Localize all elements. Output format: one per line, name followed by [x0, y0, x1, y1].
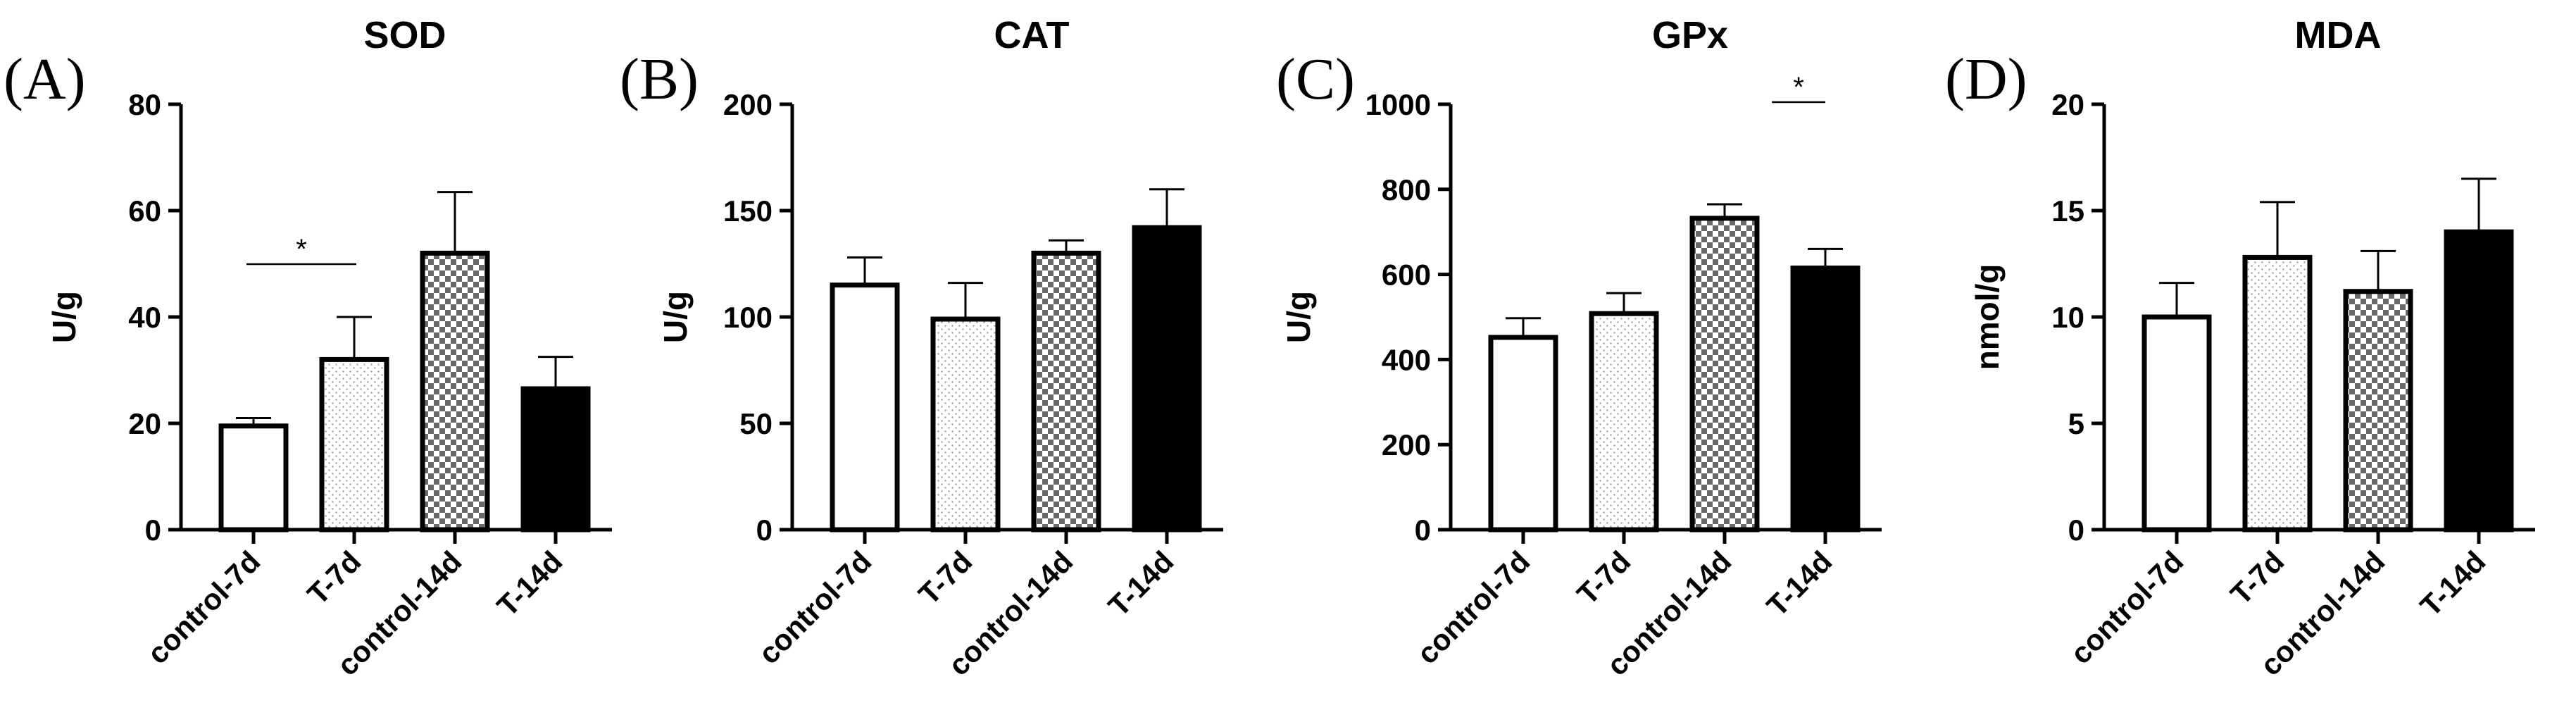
y-tick-label: 100 — [723, 301, 773, 334]
y-tick-label: 10 — [2051, 301, 2084, 334]
bar-T-7d — [930, 316, 1001, 533]
panel-letter: (B) — [620, 46, 699, 112]
y-axis-label: nmol/g — [1969, 264, 2006, 371]
panel-letter: (D) — [1945, 46, 2027, 112]
y-axis-label: U/g — [657, 291, 694, 343]
category-label: T-7d — [2224, 544, 2290, 611]
panel-title: GPx — [1652, 14, 1728, 56]
category-label: T-14d — [1102, 544, 1180, 623]
panel-gpx: (C) GPx 0 200 400 600 800 1000 U/g control-7d T-7d… — [1276, 14, 1882, 682]
bar-T-14d — [1132, 225, 1202, 533]
category-label: T-14d — [491, 544, 569, 623]
panel-letter: (A) — [4, 46, 86, 112]
bar-T-14d — [1790, 266, 1861, 533]
y-tick-label: 50 — [739, 407, 773, 440]
y-tick-label: 80 — [128, 88, 161, 121]
y-tick-label: 60 — [128, 194, 161, 228]
category-label: T-7d — [912, 544, 978, 611]
panel-title: SOD — [363, 14, 446, 56]
bar-control-7d — [830, 282, 900, 533]
bar-control-14d — [2343, 289, 2413, 533]
significance-star: * — [1793, 72, 1804, 103]
category-label: control-7d — [141, 544, 266, 670]
y-tick-label: 20 — [128, 407, 161, 440]
bar-T-14d — [2444, 229, 2514, 533]
y-tick-label: 600 — [1382, 259, 1431, 292]
significance-star: * — [296, 234, 307, 265]
y-tick-label: 200 — [1382, 428, 1431, 461]
bar-control-14d — [1689, 216, 1760, 533]
y-tick-label: 800 — [1382, 173, 1431, 206]
y-tick-label: 1000 — [1365, 88, 1431, 121]
bar-control-7d — [218, 423, 289, 533]
category-label: T-7d — [1570, 544, 1637, 611]
y-tick-label: 5 — [2068, 407, 2084, 440]
bar-T-7d — [319, 356, 389, 533]
y-tick-label: 15 — [2051, 194, 2084, 228]
category-label: control-7d — [2064, 544, 2189, 670]
bar-control-14d — [1031, 250, 1101, 533]
category-label: T-14d — [1761, 544, 1839, 623]
y-tick-label: 20 — [2051, 88, 2084, 121]
y-tick-label: 0 — [145, 514, 161, 547]
category-label: control-7d — [752, 544, 877, 670]
category-label: T-7d — [301, 544, 367, 611]
bar-control-14d — [420, 250, 490, 533]
bar-T-7d — [1589, 311, 1659, 533]
y-axis-label: U/g — [46, 291, 82, 343]
category-label: T-14d — [2414, 544, 2492, 623]
y-tick-label: 200 — [723, 88, 773, 121]
panel-title: MDA — [2295, 14, 2382, 56]
y-axis-label: U/g — [1280, 291, 1317, 343]
y-tick-label: 150 — [723, 194, 773, 228]
bar-control-7d — [1488, 335, 1558, 533]
y-tick-label: 40 — [128, 301, 161, 334]
bar-T-7d — [2242, 254, 2313, 533]
panel-title: CAT — [994, 14, 1070, 56]
y-tick-label: 0 — [1415, 514, 1431, 547]
category-label: control-7d — [1411, 544, 1536, 670]
y-tick-label: 0 — [2068, 514, 2084, 547]
bar-T-14d — [520, 386, 591, 533]
y-tick-label: 400 — [1382, 343, 1431, 376]
panel-letter: (C) — [1276, 46, 1355, 112]
bar-control-7d — [2142, 314, 2212, 533]
y-tick-label: 0 — [756, 514, 773, 547]
